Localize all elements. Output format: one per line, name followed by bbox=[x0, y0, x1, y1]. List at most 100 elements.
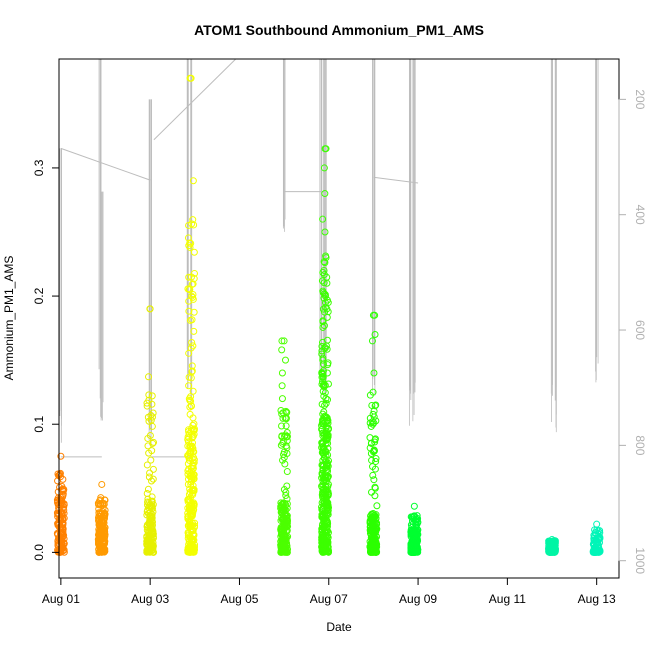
data-point bbox=[320, 322, 328, 330]
data-point bbox=[368, 401, 376, 409]
data-point bbox=[57, 452, 65, 460]
data-point bbox=[324, 359, 332, 367]
data-point bbox=[59, 546, 67, 554]
data-point bbox=[320, 279, 328, 287]
data-point bbox=[319, 354, 327, 362]
data-point bbox=[187, 467, 195, 475]
data-point bbox=[97, 545, 105, 553]
data-point bbox=[144, 485, 152, 493]
data-point bbox=[283, 433, 291, 441]
data-point bbox=[145, 449, 153, 457]
data-point bbox=[101, 512, 109, 520]
data-point bbox=[188, 338, 196, 346]
data-point bbox=[320, 502, 328, 510]
x-axis-label: Date bbox=[326, 620, 352, 634]
data-point bbox=[318, 491, 326, 499]
data-point bbox=[185, 221, 193, 229]
scatter-points bbox=[53, 74, 604, 556]
data-point bbox=[148, 504, 156, 512]
data-point bbox=[372, 455, 380, 463]
data-point bbox=[185, 242, 193, 250]
data-point bbox=[190, 308, 198, 316]
data-point bbox=[280, 547, 288, 555]
data-point bbox=[96, 548, 104, 556]
data-point bbox=[323, 369, 331, 377]
point-cluster bbox=[366, 311, 381, 556]
data-point bbox=[145, 473, 153, 481]
data-point bbox=[370, 476, 378, 484]
data-point bbox=[185, 273, 193, 281]
data-point bbox=[185, 548, 193, 556]
data-point bbox=[323, 305, 331, 313]
data-point bbox=[147, 456, 155, 464]
data-point bbox=[148, 523, 156, 531]
data-point bbox=[145, 373, 153, 381]
data-point bbox=[149, 465, 157, 473]
data-point bbox=[148, 392, 156, 400]
data-point bbox=[149, 534, 157, 542]
data-point bbox=[144, 506, 152, 514]
data-point bbox=[369, 420, 377, 428]
data-point bbox=[189, 177, 197, 185]
data-point bbox=[324, 473, 332, 481]
data-point bbox=[59, 490, 67, 498]
data-point bbox=[278, 516, 286, 524]
data-point bbox=[369, 471, 377, 479]
x-tick-label: Aug 13 bbox=[578, 592, 616, 606]
data-point bbox=[279, 439, 287, 447]
data-point bbox=[56, 523, 64, 531]
data-point bbox=[147, 515, 155, 523]
data-point bbox=[189, 462, 197, 470]
data-point bbox=[324, 483, 332, 491]
x-tick-label: Aug 07 bbox=[310, 592, 348, 606]
data-point bbox=[371, 311, 379, 319]
data-point bbox=[188, 316, 196, 324]
data-point bbox=[60, 540, 68, 548]
data-point bbox=[188, 362, 196, 370]
data-point bbox=[323, 416, 331, 424]
data-point bbox=[319, 488, 327, 496]
data-point bbox=[319, 492, 327, 500]
data-point bbox=[283, 468, 291, 476]
data-point bbox=[190, 471, 198, 479]
data-point bbox=[278, 346, 286, 354]
data-point bbox=[277, 407, 285, 415]
data-point bbox=[318, 370, 326, 378]
data-point bbox=[100, 500, 108, 508]
point-cluster bbox=[143, 305, 158, 556]
data-point bbox=[187, 402, 195, 410]
data-point bbox=[189, 387, 197, 395]
data-point bbox=[99, 518, 107, 526]
data-point bbox=[189, 439, 197, 447]
data-point bbox=[370, 533, 378, 541]
data-point bbox=[410, 502, 418, 510]
data-point bbox=[321, 259, 329, 267]
data-point bbox=[321, 190, 329, 198]
data-point bbox=[370, 407, 378, 415]
data-point bbox=[322, 254, 330, 262]
data-point bbox=[549, 548, 557, 556]
x-tick-label: Aug 01 bbox=[42, 592, 80, 606]
data-point bbox=[318, 547, 326, 555]
data-point bbox=[318, 380, 326, 388]
data-point bbox=[187, 526, 195, 534]
data-point bbox=[319, 382, 327, 390]
data-point bbox=[184, 234, 192, 242]
data-point bbox=[372, 458, 380, 466]
data-point bbox=[189, 295, 197, 303]
data-point bbox=[591, 529, 599, 537]
data-point bbox=[189, 491, 197, 499]
data-point bbox=[150, 548, 158, 556]
data-point bbox=[370, 512, 378, 520]
data-point bbox=[187, 541, 195, 549]
data-point bbox=[323, 523, 331, 531]
data-point bbox=[593, 520, 601, 528]
data-point bbox=[413, 548, 421, 556]
data-point bbox=[324, 534, 332, 542]
data-point bbox=[371, 331, 379, 339]
data-point bbox=[369, 448, 377, 456]
data-point bbox=[145, 396, 153, 404]
data-point bbox=[320, 392, 328, 400]
data-point bbox=[319, 438, 327, 446]
data-point bbox=[319, 373, 327, 381]
